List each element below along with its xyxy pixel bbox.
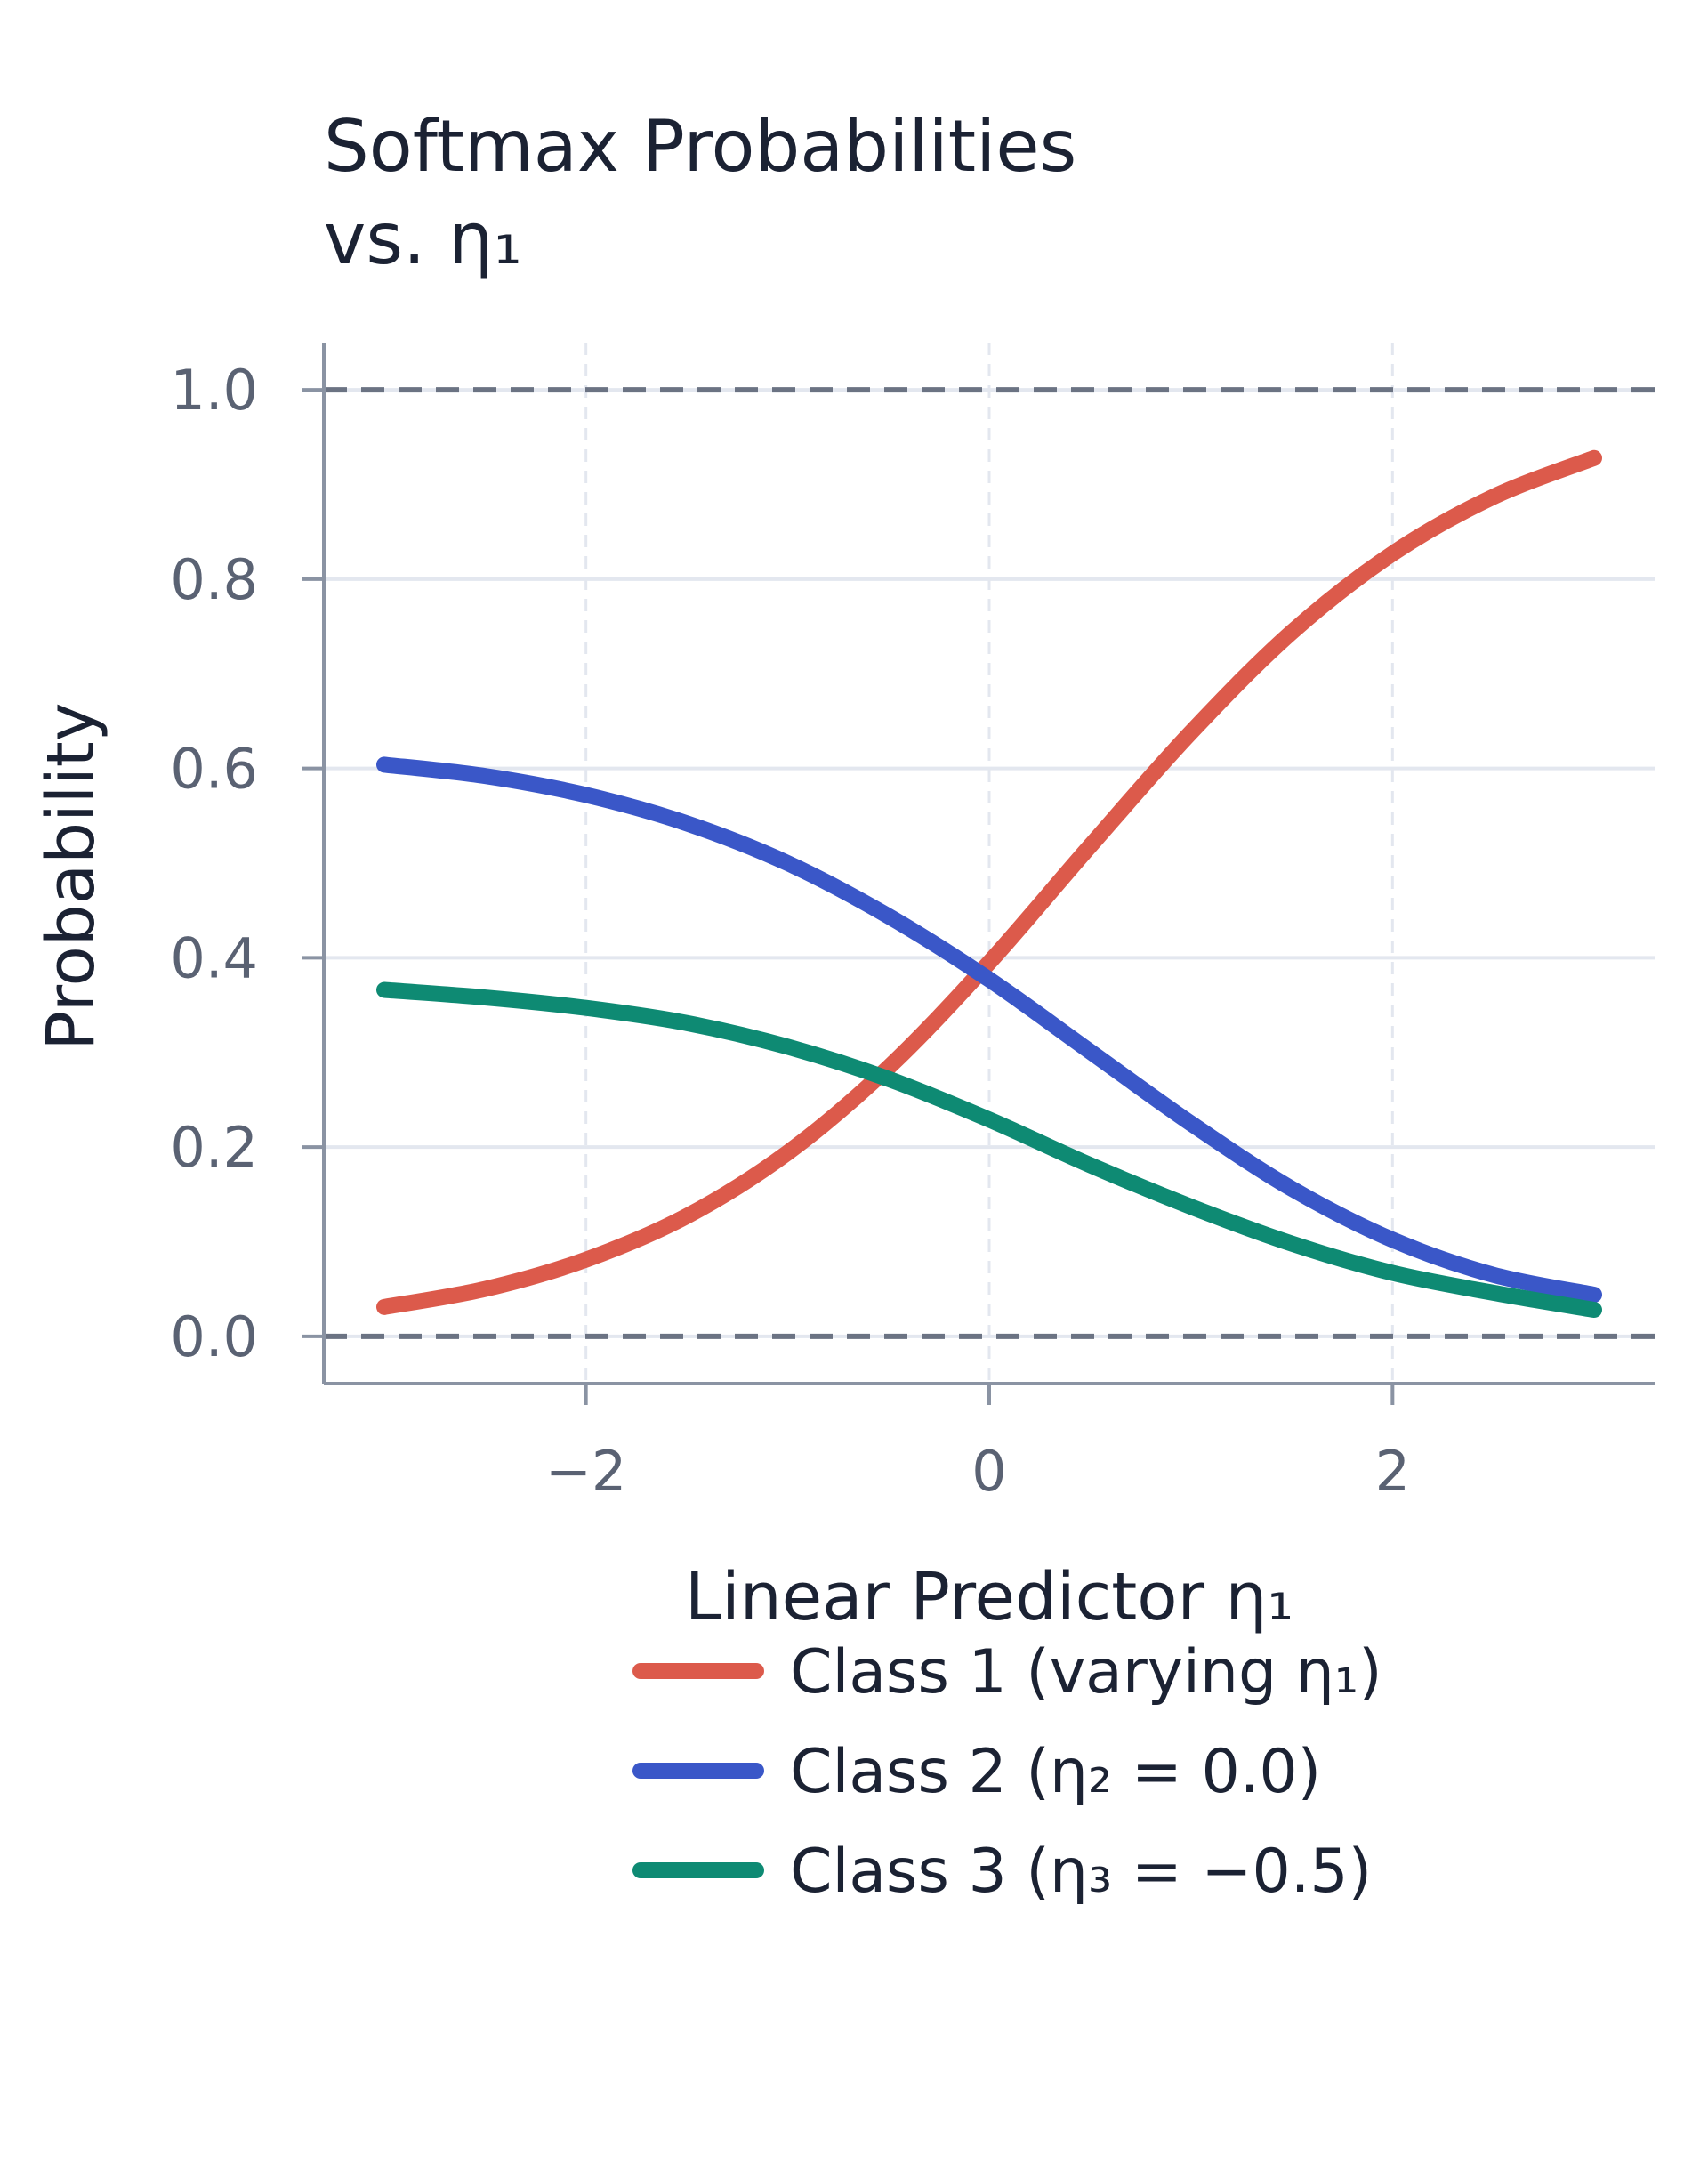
- x-axis-label: Linear Predictor η₁: [685, 1559, 1293, 1635]
- legend-label: Class 3 (η₃ = −0.5): [790, 1837, 1372, 1907]
- y-axis-label: Probability: [33, 702, 109, 1050]
- y-tick-label: 0.8: [170, 547, 258, 612]
- series-line-class-3: [376, 981, 1602, 1319]
- y-tick-label: 0.0: [170, 1304, 258, 1369]
- chart-subtitle: vs. η₁: [324, 198, 522, 280]
- chart-title: Softmax Probabilities: [324, 105, 1077, 188]
- y-tick-label: 0.4: [170, 925, 258, 990]
- series-line-class-1: [376, 449, 1602, 1315]
- grid: [324, 343, 1655, 1384]
- y-tick-label: 0.6: [170, 737, 258, 802]
- legend-label: Class 1 (varying η₁): [790, 1637, 1382, 1708]
- legend-label: Class 2 (η₂ = 0.0): [790, 1737, 1321, 1807]
- y-tick-label: 0.2: [170, 1115, 258, 1180]
- series-lines: [376, 449, 1602, 1319]
- ticks: 0.0 0.2 0.4 0.6 0.8 1.0 −2 0 2: [170, 358, 1410, 1504]
- y-tick-label: 1.0: [170, 358, 258, 423]
- x-tick-label: 2: [1375, 1439, 1410, 1504]
- legend: Class 1 (varying η₁) Class 2 (η₂ = 0.0) Cl…: [632, 1637, 1382, 1907]
- series-line-class-2: [376, 756, 1602, 1304]
- x-tick-label: 0: [971, 1439, 1006, 1504]
- x-tick-label: −2: [545, 1439, 626, 1504]
